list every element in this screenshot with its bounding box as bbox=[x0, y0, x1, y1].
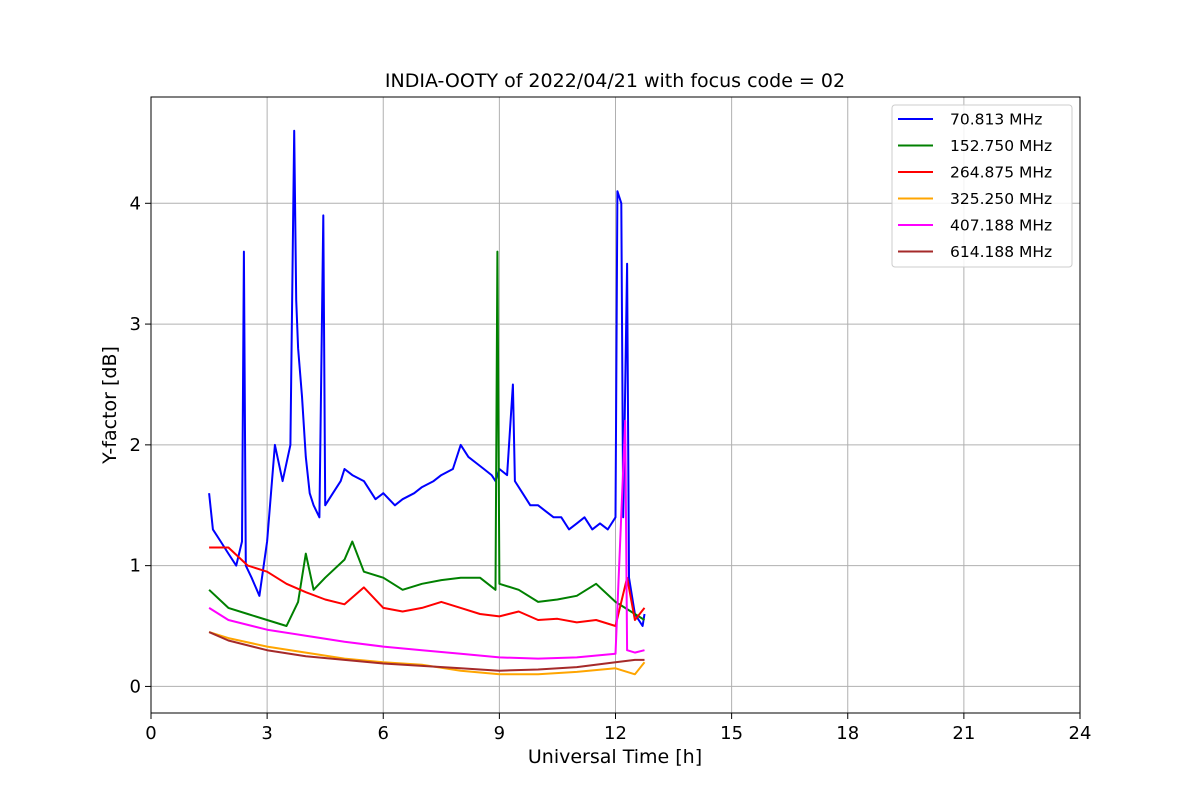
x-tick-label: 3 bbox=[261, 723, 272, 744]
x-axis: 0 3 6 9 12 15 18 21 24 bbox=[145, 713, 1091, 744]
series-line-0 bbox=[208, 129, 646, 627]
x-tick-label: 9 bbox=[494, 723, 505, 744]
legend-box bbox=[891, 104, 1073, 268]
y-tick-label: 0 bbox=[130, 676, 141, 697]
x-tick-label: 21 bbox=[952, 723, 975, 744]
x-tick-label: 15 bbox=[720, 723, 743, 744]
series-line-5 bbox=[208, 631, 645, 672]
x-axis-label: Universal Time [h] bbox=[528, 746, 702, 768]
series-line-1 bbox=[208, 250, 646, 627]
legend-label: 152.750 MHz bbox=[950, 137, 1052, 155]
chart-title: INDIA-OOTY of 2022/04/21 with focus code… bbox=[385, 70, 845, 92]
legend-label: 614.188 MHz bbox=[950, 243, 1052, 261]
series-line-3 bbox=[208, 631, 646, 676]
y-tick-label: 2 bbox=[130, 435, 141, 456]
x-tick-label: 6 bbox=[378, 723, 389, 744]
legend-label: 70.813 MHz bbox=[950, 111, 1042, 129]
x-tick-label: 12 bbox=[604, 723, 627, 744]
y-axis-label: Y-factor [dB] bbox=[99, 346, 121, 465]
y-tick-label: 1 bbox=[130, 556, 141, 577]
series-line-4 bbox=[208, 419, 645, 660]
series-layer bbox=[208, 129, 646, 676]
legend-label: 407.188 MHz bbox=[950, 217, 1052, 235]
y-axis: 0 1 2 3 4 bbox=[130, 193, 151, 697]
legend: 70.813 MHz 152.750 MHz 264.875 MHz 325.250 … bbox=[891, 104, 1073, 268]
y-tick-label: 4 bbox=[130, 193, 141, 214]
legend-label: 325.250 MHz bbox=[950, 190, 1052, 208]
x-tick-label: 18 bbox=[836, 723, 859, 744]
x-tick-label: 0 bbox=[145, 723, 156, 744]
y-tick-label: 3 bbox=[130, 314, 141, 335]
series-line-2 bbox=[209, 546, 646, 627]
x-tick-label: 24 bbox=[1069, 723, 1092, 744]
legend-label: 264.875 MHz bbox=[950, 164, 1052, 182]
